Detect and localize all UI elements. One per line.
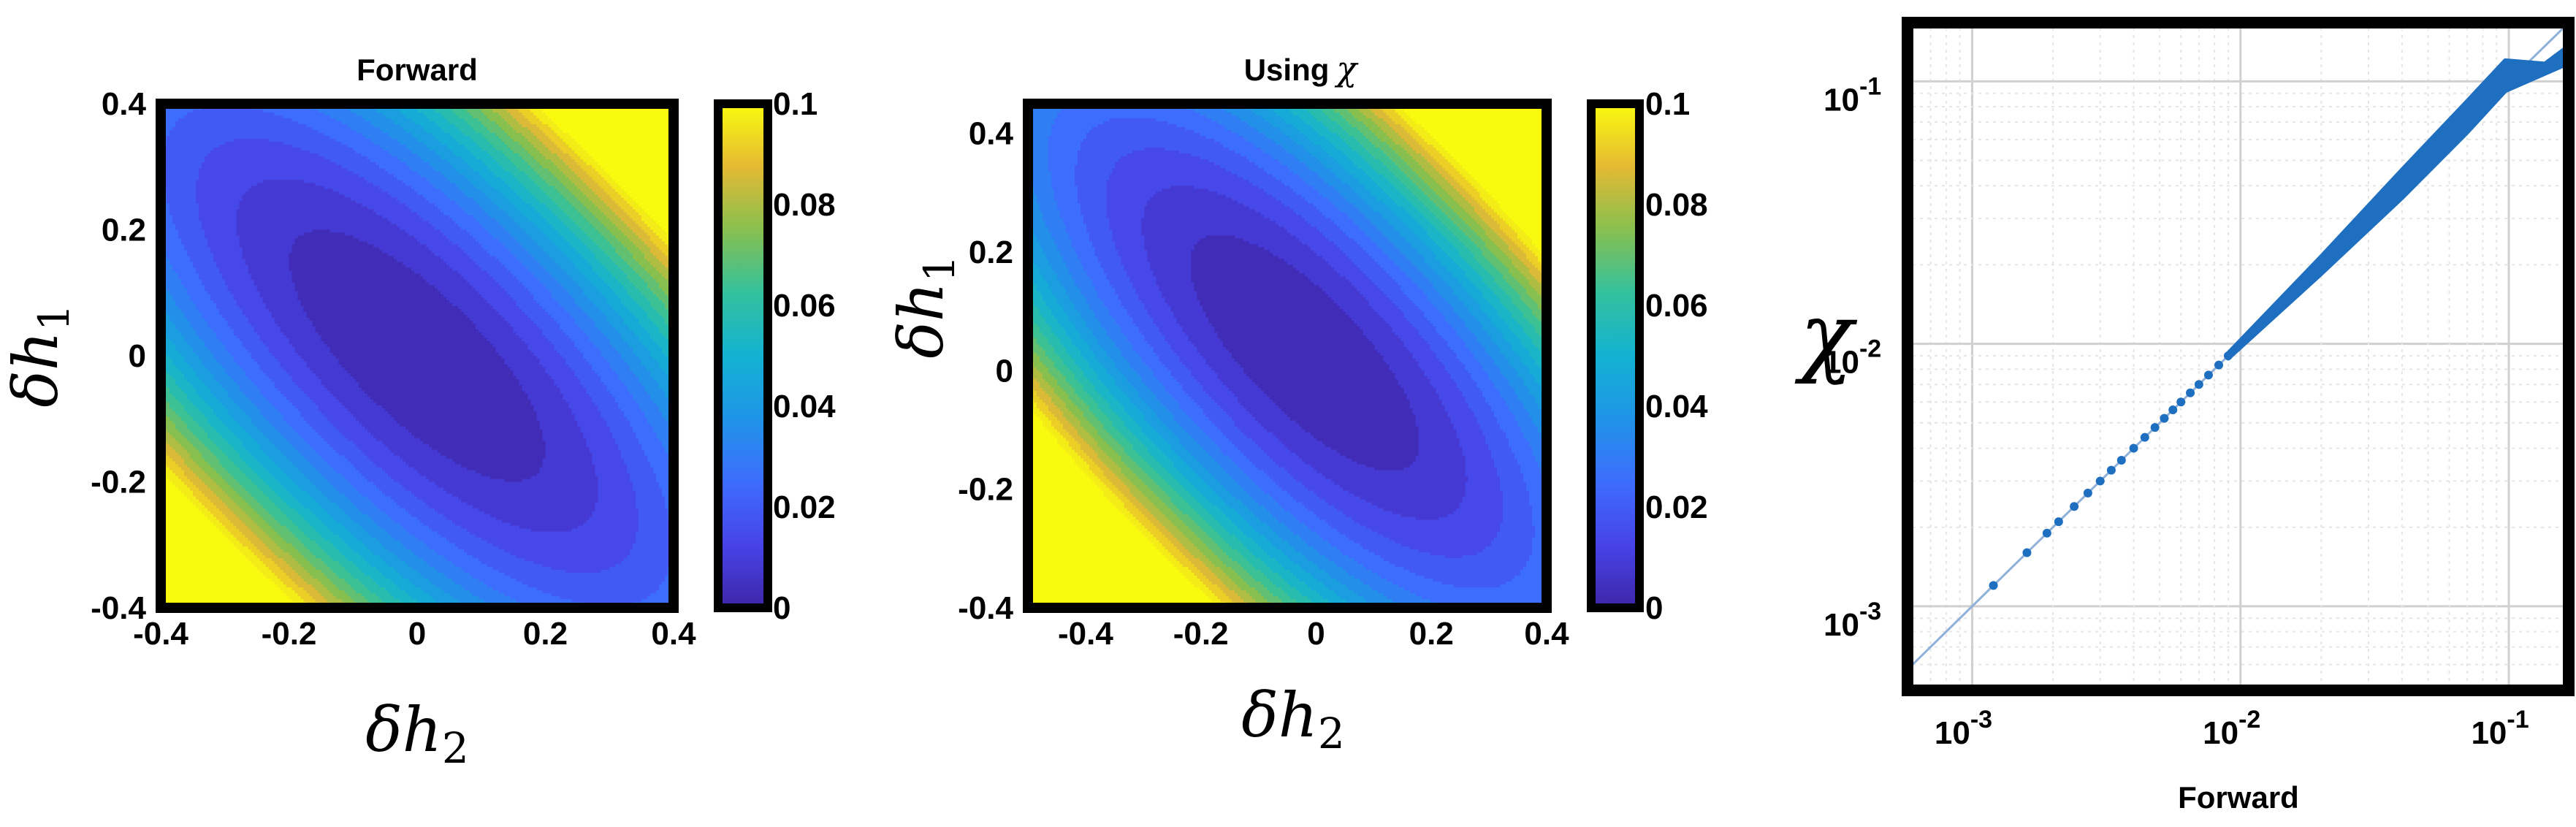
panel2-y-ticks: 0.4 0.2 0 -0.2 -0.4: [958, 116, 1013, 626]
panel2-x-ticks: -0.4 -0.2 0 0.2 0.4: [1058, 616, 1569, 652]
panel1-y-tick-2: 0: [129, 338, 146, 374]
panel1-colorbar-tick-3: 0.04: [773, 389, 836, 424]
panel1-y-tick-3: -0.2: [91, 465, 146, 500]
panel1-y-tick-0: 0.4: [102, 86, 147, 122]
scatter-point-0: [1989, 581, 1998, 590]
panel1-colorbar-tick-1: 0.08: [773, 187, 836, 223]
panel3-x-axis-label: Forward: [2178, 780, 2299, 815]
panel2-x-tick-3: 0.2: [1409, 616, 1454, 652]
scatter-point-1: [2022, 548, 2032, 557]
panel3-y-tick-0: 10-3: [1824, 598, 1881, 643]
panel1-colorbar-tick-0: 0.1: [773, 86, 818, 122]
panel2-x-tick-1: -0.2: [1173, 616, 1229, 652]
scatter-point-18: [2214, 360, 2224, 370]
panel1-y-tick-1: 0.2: [102, 213, 146, 248]
panel1-frame: [156, 99, 679, 613]
panel2-colorbar-ticks: 0.1 0.08 0.06 0.04 0.02 0: [1645, 86, 1708, 626]
panel3-y-tick-2: 10-1: [1824, 72, 1881, 118]
panel1-x-tick-1: -0.2: [262, 616, 317, 652]
scatter-point-9: [2129, 443, 2138, 453]
scatter-point-12: [2160, 414, 2169, 423]
scatter-point-6: [2095, 476, 2105, 486]
panel2-y-tick-3: -0.2: [958, 472, 1013, 508]
panel1-x-tick-4: 0.4: [651, 616, 696, 652]
panel2-colorbar-tick-1: 0.08: [1645, 187, 1708, 223]
panel1-x-tick-3: 0.2: [523, 616, 568, 652]
scatter-point-7: [2106, 465, 2116, 475]
scatter-point-19: [2223, 351, 2233, 361]
panel3-y-tick-1: 10-2: [1824, 335, 1881, 381]
panel2-frame: [1023, 99, 1552, 613]
panel1-title: Forward: [357, 53, 478, 87]
panel1-x-tick-0: -0.4: [133, 616, 188, 652]
panel3-x-tick-2: 10-1: [2471, 706, 2529, 751]
scatter-point-15: [2186, 388, 2195, 397]
panel-scatter: 10-3 10-2 10-1 10-3 10-2 10-1 χ Forward: [1795, 17, 2575, 815]
panel1-x-tick-2: 0: [408, 616, 426, 652]
panel3-y-ticks: 10-3 10-2 10-1: [1824, 72, 1881, 643]
panel1-colorbar-ticks: 0.1 0.08 0.06 0.04 0.02 0: [773, 86, 836, 626]
panel3-y-axis-label: χ: [1795, 285, 1858, 386]
scatter-point-3: [2054, 517, 2063, 527]
scatter-point-5: [2083, 488, 2092, 498]
panel2-colorbar-tick-0: 0.1: [1645, 86, 1690, 122]
panel2-x-axis-label: δh2: [1241, 679, 1345, 758]
panel-using-chi: Using χ 0.4 0.2 0 -0.2 -0.4 -0.4 -0.2 0 0.2 0.4 δ…: [885, 49, 1708, 758]
panel1-heatmap: [161, 104, 674, 608]
panel1-y-tick-4: -0.4: [91, 590, 146, 626]
panel1-colorbar-tick-2: 0.06: [773, 288, 836, 324]
panel2-colorbar-tick-3: 0.04: [1645, 389, 1708, 424]
panel2-colorbar-tick-5: 0: [1645, 590, 1663, 626]
scatter-point-10: [2140, 432, 2149, 442]
panel2-x-tick-4: 0.4: [1524, 616, 1569, 652]
scatter-band-tip: [2505, 47, 2564, 91]
panel3-x-tick-1: 10-2: [2203, 706, 2260, 751]
panel2-y-tick-1: 0.2: [969, 235, 1013, 270]
scatter-point-14: [2176, 397, 2186, 407]
panel1-colorbar: [714, 99, 772, 612]
panel1-y-axis-label: δh1: [0, 304, 79, 408]
panel3-grid: [1913, 28, 2564, 685]
panel2-y-tick-4: -0.4: [958, 590, 1013, 626]
scatter-point-11: [2150, 423, 2160, 432]
scatter-point-13: [2168, 405, 2178, 415]
panel2-colorbar-tick-4: 0.02: [1645, 489, 1708, 525]
panel3-frame: [1902, 17, 2575, 696]
scatter-point-8: [2116, 455, 2126, 465]
panel3-x-tick-0: 10-3: [1935, 706, 1992, 751]
scatter-band: [2225, 58, 2564, 361]
panel2-y-tick-0: 0.4: [969, 116, 1014, 152]
panel3-data: [1913, 28, 2564, 666]
panel-forward: Forward 0.40.20-0.2-0.4 -0.4 -0.2 0 0.2 0.4 …: [0, 53, 836, 773]
panel2-colorbar: [1587, 99, 1644, 612]
panel2-heatmap: [1028, 104, 1547, 608]
panel1-x-ticks: -0.4 -0.2 0 0.2 0.4: [133, 616, 696, 652]
scatter-point-17: [2203, 370, 2213, 380]
panel2-x-tick-0: -0.4: [1058, 616, 1113, 652]
panel2-x-tick-2: 0: [1307, 616, 1325, 652]
scatter-point-4: [2070, 502, 2079, 511]
panel2-title: Using χ: [1244, 49, 1360, 88]
panel2-y-tick-2: 0: [996, 353, 1013, 389]
panel1-x-axis-label: δh2: [365, 694, 469, 773]
panel2-colorbar-tick-2: 0.06: [1645, 288, 1708, 324]
panel1-colorbar-tick-5: 0: [773, 590, 790, 626]
panel1-y-ticks: 0.4 0.2 0 -0.2 -0.4: [91, 86, 146, 626]
scatter-point-16: [2194, 380, 2203, 389]
scatter-point-2: [2042, 528, 2051, 538]
panel2-y-axis-label: δh1: [885, 255, 964, 359]
panel1-colorbar-tick-4: 0.02: [773, 489, 836, 525]
panel3-x-ticks: 10-3 10-2 10-1: [1935, 706, 2529, 751]
